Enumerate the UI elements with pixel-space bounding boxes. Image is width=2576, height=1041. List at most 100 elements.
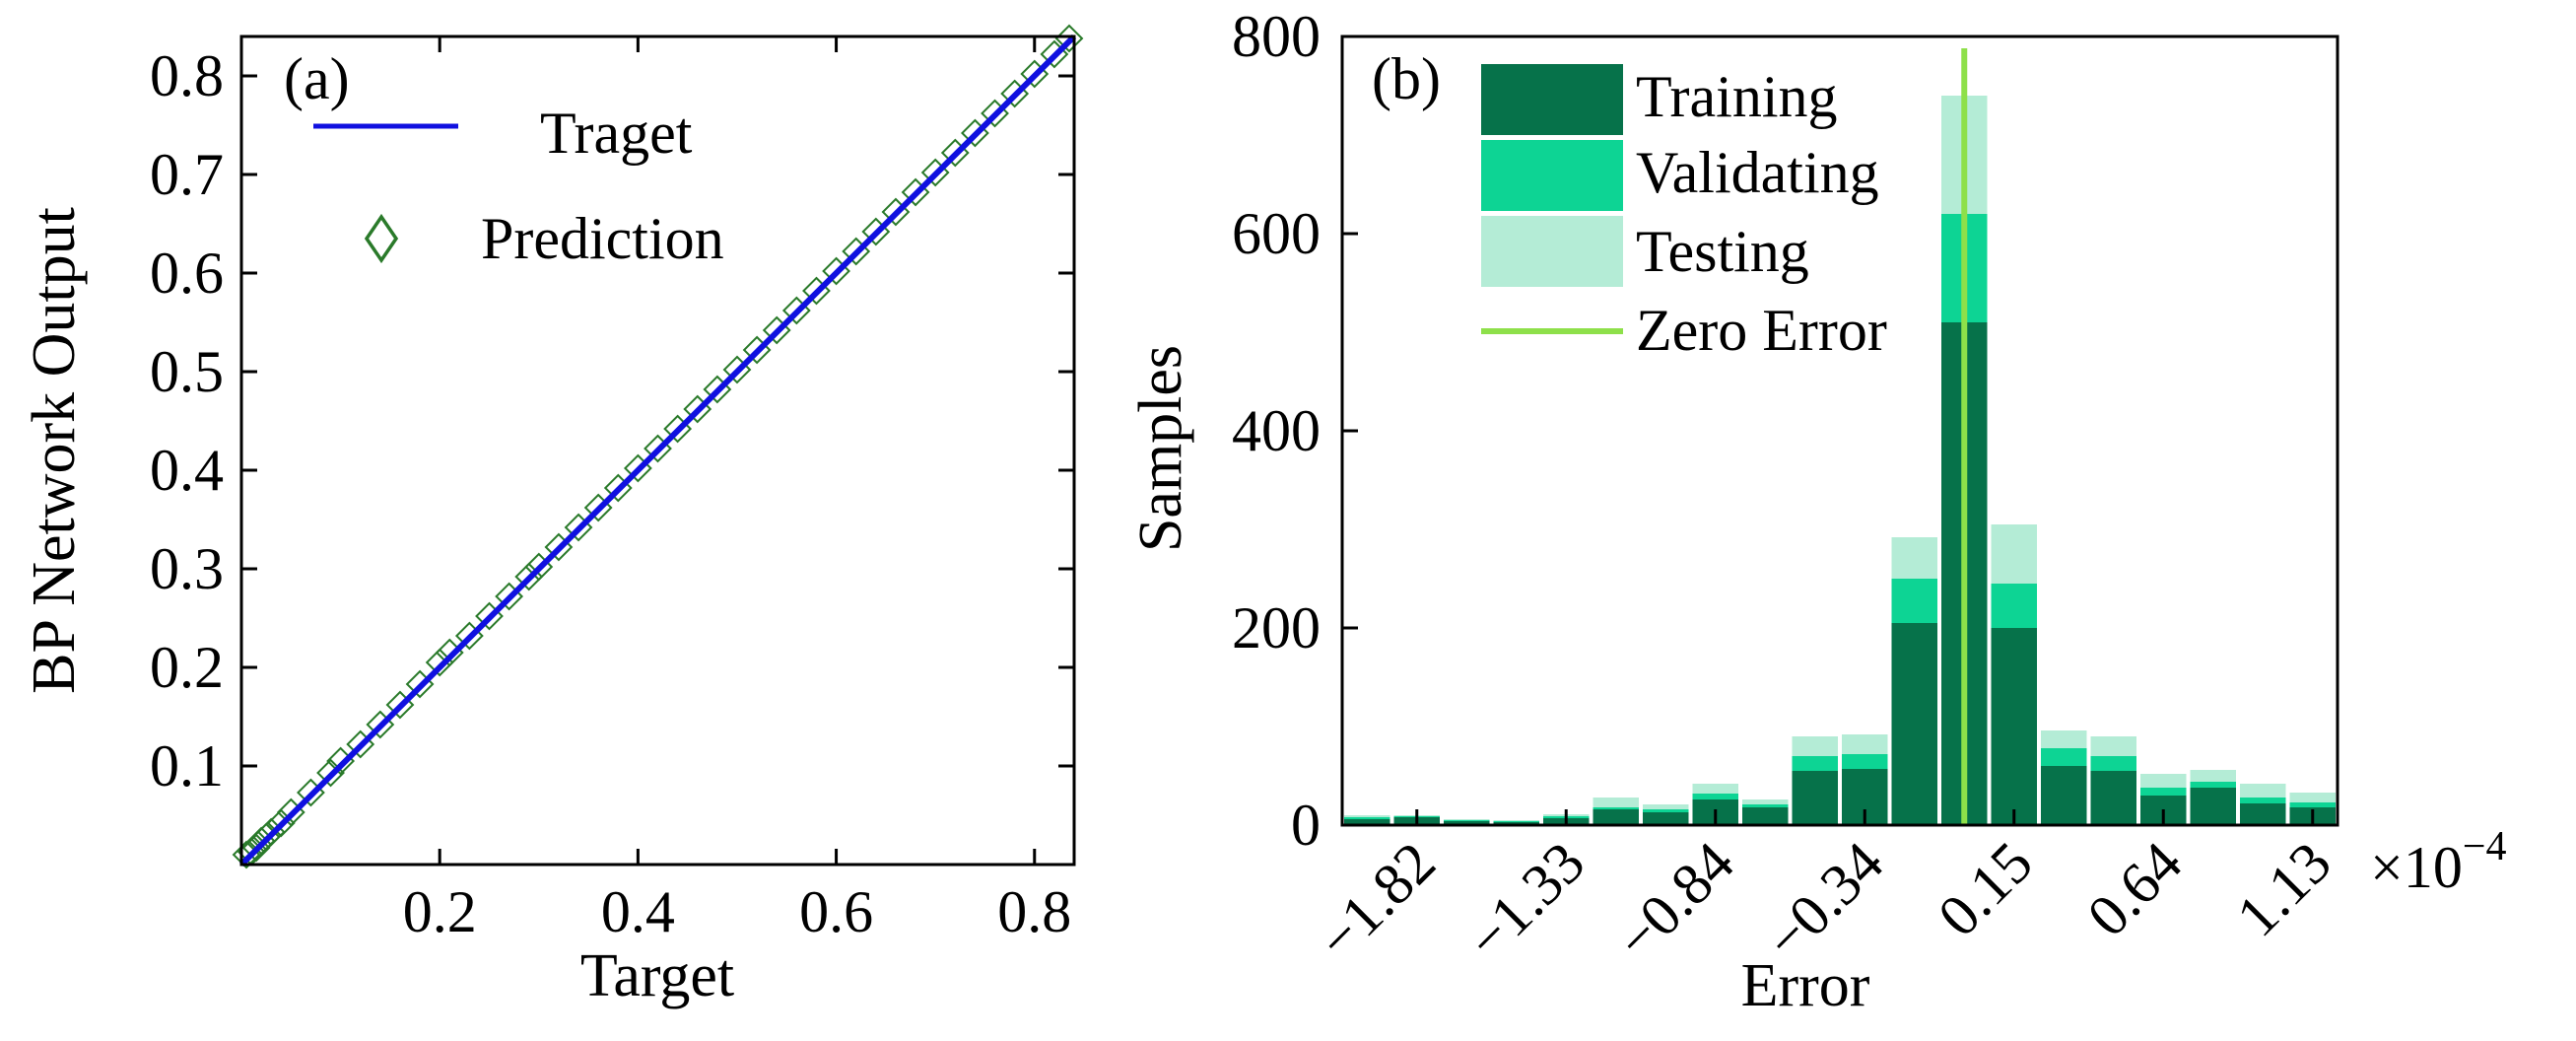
- training-bar: [1742, 807, 1789, 825]
- b-x-tick-label: −1.82: [1305, 830, 1448, 973]
- legend-prediction-diamond-icon: [364, 213, 399, 264]
- testing-bar: [2289, 793, 2336, 802]
- validating-bar: [1891, 579, 1937, 623]
- validating-bar: [1643, 809, 1689, 812]
- legend-prediction-label: Prediction: [481, 206, 724, 271]
- validating-bar: [2190, 782, 2236, 788]
- b-x-tick-label: 1.13: [2224, 830, 2343, 949]
- validating-bar: [1593, 807, 1639, 809]
- validating-bar: [2090, 756, 2136, 771]
- training-bar: [2041, 766, 2087, 825]
- a-y-tick-label: 0.4: [150, 438, 224, 503]
- training-bar: [1344, 819, 1390, 825]
- a-legend: Traget Prediction: [313, 101, 724, 271]
- validating-bar: [2289, 802, 2336, 807]
- x-multiplier-base: ×10: [2370, 835, 2463, 900]
- b-x-tick-label: 0.64: [2075, 830, 2195, 949]
- a-plot-content: [232, 24, 1084, 869]
- a-y-tick-label: 0.8: [150, 43, 224, 108]
- b-y-tick-label: 0: [1291, 793, 1321, 858]
- testing-bar: [1493, 820, 1539, 821]
- a-plot-frame: [239, 35, 1076, 867]
- testing-bar: [1344, 815, 1390, 817]
- a-y-axis-title: BP Network Output: [21, 207, 88, 694]
- b-x-tick-label: 0.15: [1926, 830, 2045, 949]
- training-bar: [1991, 628, 2037, 825]
- b-legend: Training Validating Testing Zero Error: [1481, 64, 1887, 363]
- a-panel-label: (a): [284, 46, 350, 111]
- a-y-tick-label: 0.3: [150, 536, 224, 601]
- testing-bar: [1742, 799, 1789, 804]
- validating-bar: [2140, 788, 2187, 796]
- testing-bar: [1444, 819, 1490, 820]
- testing-bar: [1842, 734, 1888, 754]
- b-x-axis-title: Error: [1741, 952, 1870, 1019]
- a-y-tick-label: 0.7: [150, 142, 224, 207]
- a-x-tick-label: 0.6: [799, 879, 873, 944]
- training-bar: [1444, 821, 1490, 825]
- legend-training-swatch: [1481, 64, 1623, 135]
- training-bar: [2090, 771, 2136, 825]
- a-y-tick-label: 0.2: [150, 635, 224, 700]
- b-y-axis-title: Samples: [1127, 345, 1194, 552]
- b-y-tick-label: 600: [1232, 201, 1321, 266]
- validating-bar: [1493, 821, 1539, 822]
- testing-bar: [2140, 774, 2187, 788]
- validating-bar: [1444, 820, 1490, 821]
- training-bar: [2190, 788, 2236, 825]
- validating-bar: [1344, 817, 1390, 819]
- b-bars: [1344, 48, 2336, 825]
- b-y-tick-label: 400: [1232, 398, 1321, 463]
- training-bar: [1891, 623, 1937, 825]
- legend-zero-error-label: Zero Error: [1636, 298, 1887, 363]
- a-y-ticks: 0.1 0.2 0.3 0.4 0.5 0.6 0.7 0.8: [150, 43, 1074, 798]
- b-x-ticks: −1.82 −1.33 −0.84 −0.34 0.15 0.64 1.13: [1305, 809, 2343, 972]
- testing-bar: [2041, 730, 2087, 748]
- validating-bar: [1692, 794, 1738, 799]
- b-y-ticks: 0 200 400 600 800: [1232, 4, 1358, 858]
- target-line: [238, 34, 1077, 868]
- a-x-axis-title: Target: [580, 942, 734, 1009]
- b-x-tick-label: −0.84: [1603, 830, 1746, 973]
- b-x-tick-label: −0.34: [1753, 830, 1896, 973]
- a-y-tick-label: 0.5: [150, 339, 224, 404]
- b-panel-label: (b): [1372, 46, 1441, 111]
- testing-bar: [2190, 770, 2236, 782]
- a-x-tick-label: 0.8: [997, 879, 1071, 944]
- legend-testing-swatch: [1481, 216, 1623, 287]
- legend-validating-swatch: [1481, 140, 1623, 211]
- b-y-tick-label: 200: [1232, 595, 1321, 660]
- training-bar: [1792, 771, 1838, 825]
- training-bar: [1593, 809, 1639, 825]
- testing-bar: [1991, 524, 2037, 584]
- b-y-tick-label: 800: [1232, 4, 1321, 69]
- a-x-ticks: 0.2 0.4 0.6 0.8: [403, 36, 1071, 944]
- validating-bar: [2041, 748, 2087, 766]
- validating-bar: [1842, 754, 1888, 769]
- legend-training-label: Training: [1636, 64, 1838, 129]
- legend-testing-label: Testing: [1636, 219, 1809, 284]
- training-bar: [1643, 812, 1689, 825]
- x-multiplier: ×10−4: [2370, 824, 2507, 900]
- testing-bar: [2090, 736, 2136, 756]
- b-x-tick-label: −1.33: [1455, 830, 1597, 973]
- a-x-tick-label: 0.2: [403, 879, 477, 944]
- validating-bar: [2240, 798, 2286, 803]
- testing-bar: [2240, 784, 2286, 798]
- testing-bar: [1692, 784, 1738, 794]
- a-y-tick-label: 0.1: [150, 733, 224, 798]
- scatter-panel: 0.2 0.4 0.6 0.8 0.1 0.2 0.3 0.4 0.5 0.6 0.7 0.8 Ta…: [21, 24, 1084, 1009]
- a-y-tick-label: 0.6: [150, 241, 224, 306]
- prediction-point: [1054, 24, 1084, 53]
- legend-validating-label: Validating: [1636, 140, 1879, 205]
- legend-target-label: Traget: [540, 101, 693, 166]
- validating-bar: [1991, 584, 2037, 628]
- histogram-panel: 0 200 400 600 800 −1.82 −1.33 −0.84 −0.34 0.15 0.…: [1127, 4, 2507, 1019]
- training-bar: [2240, 803, 2286, 825]
- testing-bar: [1792, 736, 1838, 756]
- testing-bar: [1593, 798, 1639, 807]
- validating-bar: [1742, 804, 1789, 807]
- testing-bar: [1643, 804, 1689, 809]
- x-multiplier-exponent: −4: [2463, 824, 2507, 869]
